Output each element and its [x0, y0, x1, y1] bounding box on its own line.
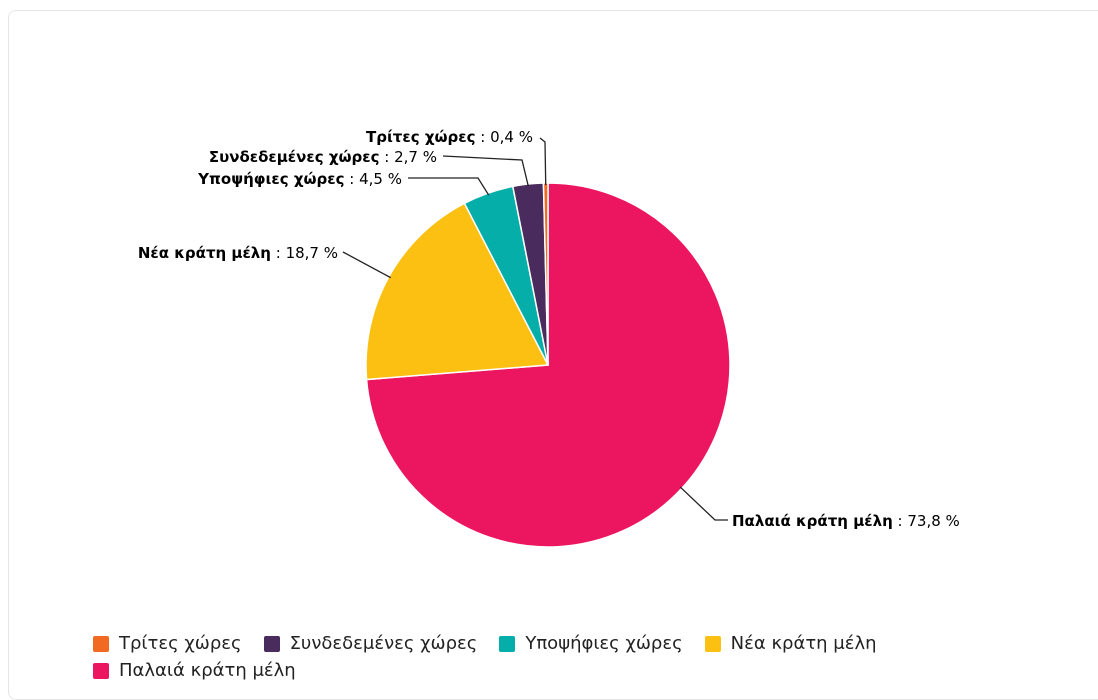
legend-item-παλαιά-κράτη-μέλη[interactable]: Παλαιά κράτη μέλη	[93, 659, 296, 683]
chart-legend: Τρίτες χώρες Συνδεδεμένες χώρες Υποψήφιες …	[93, 632, 1073, 686]
pie-chart: Παλαιά κράτη μέλη : 73,8 % Νέα κράτη μέλη…	[138, 128, 960, 548]
legend-item-νέα-κράτη-μέλη[interactable]: Νέα κράτη μέλη	[704, 632, 877, 656]
data-label-συνδεδεμένες-χώρες: Συνδεδεμένες χώρες : 2,7 %	[209, 148, 437, 166]
pie-slices	[365, 182, 731, 548]
legend-label: Συνδεδεμένες χώρες	[289, 633, 478, 654]
legend-item-τρίτες-χώρες[interactable]: Τρίτες χώρες	[93, 632, 242, 656]
legend-label: Νέα κράτη μέλη	[730, 633, 877, 654]
leader-line-συνδεδεμένες-χώρες	[442, 155, 529, 187]
legend-item-υποψήφιες-χώρες[interactable]: Υποψήφιες χώρες	[499, 632, 683, 656]
data-label-υποψήφιες-χώρες: Υποψήφιες χώρες : 4,5 %	[197, 170, 402, 188]
legend-swatch	[263, 636, 280, 652]
pie-data-labels: Παλαιά κράτη μέλη : 73,8 % Νέα κράτη μέλη…	[138, 128, 960, 530]
legend-swatch	[93, 636, 109, 652]
data-label-παλαιά-κράτη-μέλη: Παλαιά κράτη μέλη : 73,8 %	[732, 512, 960, 530]
legend-swatch	[93, 663, 109, 679]
data-label-τρίτες-χώρες: Τρίτες χώρες : 0,4 %	[366, 128, 533, 146]
legend-swatch	[704, 636, 721, 652]
leader-line-τρίτες-χώρες	[539, 137, 547, 186]
pie-leader-lines	[342, 137, 728, 521]
leader-line-νέα-κράτη-μέλη	[342, 251, 391, 279]
legend-item-συνδεδεμένες-χώρες[interactable]: Συνδεδεμένες χώρες	[263, 632, 478, 656]
legend-label: Τρίτες χώρες	[119, 633, 242, 654]
leader-line-παλαιά-κράτη-μέλη	[679, 486, 728, 521]
leader-line-υποψήφιες-χώρες	[408, 177, 490, 196]
legend-label: Παλαιά κράτη μέλη	[119, 660, 296, 681]
data-label-νέα-κράτη-μέλη: Νέα κράτη μέλη : 18,7 %	[138, 244, 338, 262]
legend-swatch	[499, 636, 516, 652]
legend-label: Υποψήφιες χώρες	[525, 633, 683, 654]
